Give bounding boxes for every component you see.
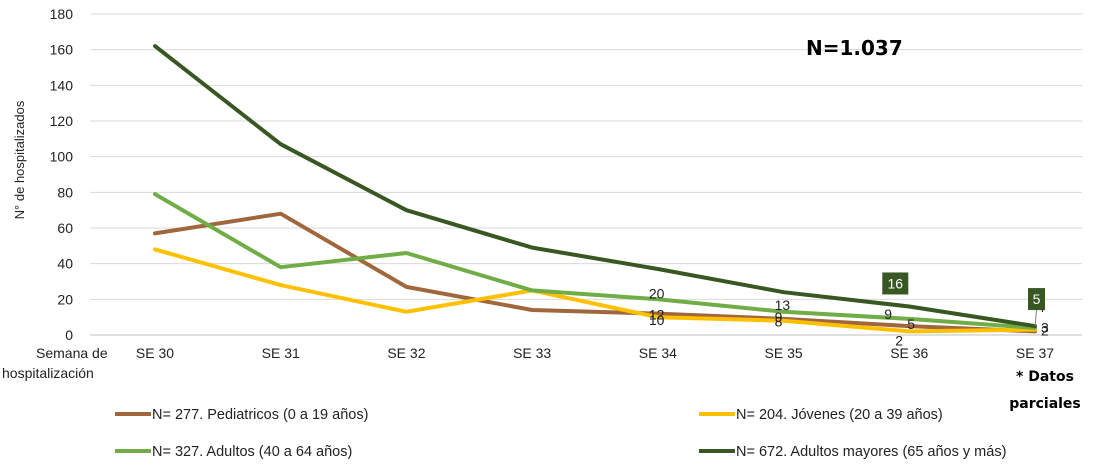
series-line: [153, 44, 1037, 329]
x-tick-label: SE 35: [765, 345, 803, 361]
legend: N= 277. Pediatricos (0 a 19 años) N= 204.…: [115, 407, 1006, 460]
data-label-box: [882, 272, 909, 295]
partial-data-note: * Datos parciales: [1009, 369, 1081, 412]
data-label: 16: [887, 275, 903, 291]
data-label: 3: [1041, 320, 1049, 336]
data-label: 9: [884, 306, 892, 322]
y-tick-label: 0: [65, 327, 73, 343]
series-line: [153, 192, 1037, 330]
x-tick-label: SE 34: [639, 345, 677, 361]
data-label: 2: [895, 332, 903, 348]
data-label: 13: [775, 297, 791, 313]
y-axis-label: N° de hospitalizados: [12, 100, 27, 219]
x-axis-title-line: Semana de: [36, 345, 108, 361]
data-label: 5: [1033, 291, 1041, 307]
x-tick-label: SE 36: [890, 345, 928, 361]
y-tick-label: 100: [50, 149, 74, 165]
note-line: parciales: [1009, 396, 1081, 412]
x-tick-label: SE 37: [1016, 345, 1054, 361]
data-label: 2: [1041, 322, 1049, 338]
x-tick-label: SE 31: [262, 345, 300, 361]
x-axis-title: Semana de hospitalización: [2, 345, 108, 381]
leader-line: [1034, 310, 1037, 327]
y-tick-label: 180: [50, 6, 74, 22]
x-tick-label: SE 32: [387, 345, 425, 361]
series-lines: [153, 44, 1037, 334]
y-tick-label: 120: [50, 113, 74, 129]
data-label-box: [1028, 288, 1045, 311]
gridlines: [90, 13, 1082, 336]
note-line: * Datos: [1016, 369, 1074, 385]
data-label: 10: [649, 312, 665, 328]
x-axis-ticks: SE 30 SE 31 SE 32 SE 33 SE 34 SE 35 SE 36 SE 37: [136, 345, 1054, 361]
data-label: 9: [775, 309, 783, 325]
y-tick-label: 80: [57, 184, 73, 200]
y-tick-label: 40: [57, 256, 73, 272]
data-label: 20: [649, 285, 665, 301]
legend-label: N= 204. Jóvenes (20 a 39 años): [736, 407, 943, 423]
y-tick-label: 140: [50, 77, 74, 93]
x-tick-label: SE 33: [513, 345, 551, 361]
total-annotation: N=1.037: [806, 36, 903, 60]
legend-label: N= 327. Adultos (40 a 64 años): [152, 444, 352, 460]
y-tick-label: 160: [50, 42, 74, 58]
x-axis-title-line: hospitalización: [2, 365, 94, 381]
y-axis-ticks: 0 20 40 60 80 100 120 140 160 180: [50, 6, 74, 343]
x-tick-label: SE 30: [136, 345, 174, 361]
data-label: 5: [907, 316, 915, 332]
legend-label: N= 672. Adultos mayores (65 años y más): [736, 444, 1006, 460]
data-labels: 1210209813529162345: [649, 272, 1049, 348]
data-label: 8: [775, 314, 783, 330]
y-tick-label: 20: [57, 291, 73, 307]
y-tick-label: 60: [57, 220, 73, 236]
legend-label: N= 277. Pediatricos (0 a 19 años): [152, 407, 368, 423]
data-label: 12: [649, 307, 665, 323]
series-line: [153, 211, 1037, 334]
series-line: [153, 247, 1037, 334]
